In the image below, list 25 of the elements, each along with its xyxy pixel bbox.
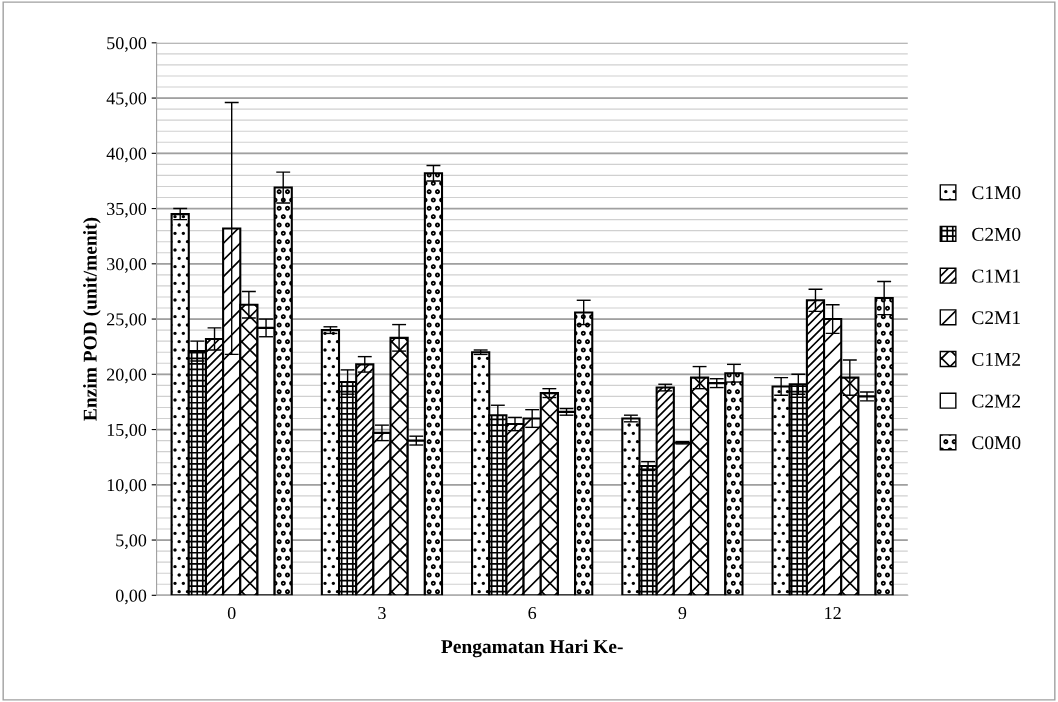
- x-tick-label: 12: [825, 606, 841, 619]
- legend-label: C2M1: [972, 311, 1020, 325]
- legend-label: C2M0: [972, 227, 1021, 241]
- y-tick-label: 30,00: [107, 258, 147, 273]
- x-tick-label: 0: [227, 606, 236, 620]
- legend-label: C1M2: [972, 352, 1021, 366]
- legend-label: C1M1: [972, 269, 1020, 283]
- y-tick-label: 50,00: [107, 37, 147, 52]
- legend-label: C1M0: [972, 186, 1021, 200]
- y-axis-title: Enzim POD (unit/menit): [83, 217, 101, 421]
- y-tick-label: 35,00: [107, 202, 147, 218]
- y-tick-label: 40,00: [106, 147, 147, 163]
- y-tick-label: 15,00: [107, 423, 147, 439]
- y-tick-label: 45,00: [106, 92, 147, 108]
- y-tick-label: 10,00: [107, 479, 147, 494]
- x-tick-label: 9: [678, 606, 687, 620]
- legend-label: C0M0: [972, 436, 1021, 450]
- y-tick-label: 25,00: [107, 313, 147, 329]
- y-tick-label: 5,00: [116, 534, 147, 550]
- y-tick-label: 20,00: [107, 368, 147, 384]
- x-tick-label: 3: [378, 606, 386, 620]
- y-tick-label: 0,00: [115, 589, 147, 605]
- legend-label: C2M2: [972, 394, 1021, 408]
- x-axis-title: Pengamatan Hari Ke-: [441, 639, 623, 658]
- x-tick-label: 6: [528, 606, 537, 620]
